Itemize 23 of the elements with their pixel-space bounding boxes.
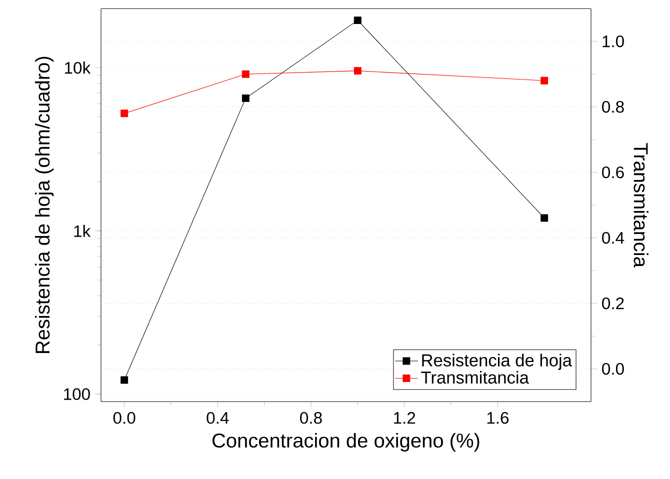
y2-tick-label: 0.6 bbox=[602, 166, 624, 178]
x-tick-label: 0.4 bbox=[206, 412, 229, 424]
x-tick-label: 0.0 bbox=[113, 412, 136, 424]
x-tick-label: 1.2 bbox=[394, 412, 416, 424]
legend-label: Resistencia de hoja bbox=[422, 354, 572, 370]
point bbox=[540, 214, 548, 222]
x-tick-label: 0.8 bbox=[300, 412, 322, 424]
point bbox=[242, 94, 250, 102]
y-tick-label: 1k bbox=[74, 224, 91, 237]
point bbox=[120, 376, 128, 384]
y-tick-label: 100 bbox=[64, 388, 90, 400]
y2-axis-title: Transmitancia bbox=[634, 143, 648, 268]
y-tick-label: 10k bbox=[65, 62, 91, 74]
y2-tick-label: 0.0 bbox=[602, 362, 624, 375]
x-tick-label: 1.6 bbox=[487, 412, 509, 424]
y2-tick-label: 0.2 bbox=[602, 297, 624, 310]
legend-label: Transmitancia bbox=[421, 370, 529, 384]
point bbox=[354, 16, 362, 24]
y2-tick-label: 0.8 bbox=[602, 100, 624, 113]
y2-tick-label: 1.0 bbox=[602, 35, 624, 48]
y-axis-title: Resistencia de hoja (ohm/cuadro) bbox=[34, 56, 54, 353]
x-axis-title: Concentracion de oxigeno (%) bbox=[212, 432, 480, 452]
y2-tick-label: 0.4 bbox=[602, 232, 624, 244]
